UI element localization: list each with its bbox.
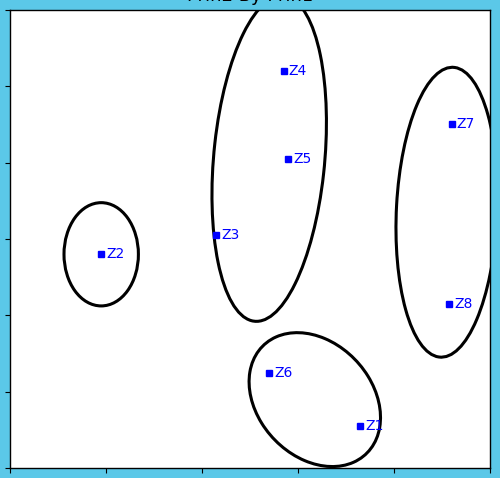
Text: Z1: Z1 <box>365 419 384 434</box>
Text: Z4: Z4 <box>288 64 306 78</box>
Text: Z5: Z5 <box>293 152 312 166</box>
Title: Prin2 By Prin1: Prin2 By Prin1 <box>187 0 313 5</box>
Text: Z3: Z3 <box>221 228 240 242</box>
Text: Z6: Z6 <box>274 366 292 380</box>
Text: Z8: Z8 <box>454 297 472 311</box>
Text: Z7: Z7 <box>456 117 474 131</box>
Text: Z2: Z2 <box>106 247 124 261</box>
